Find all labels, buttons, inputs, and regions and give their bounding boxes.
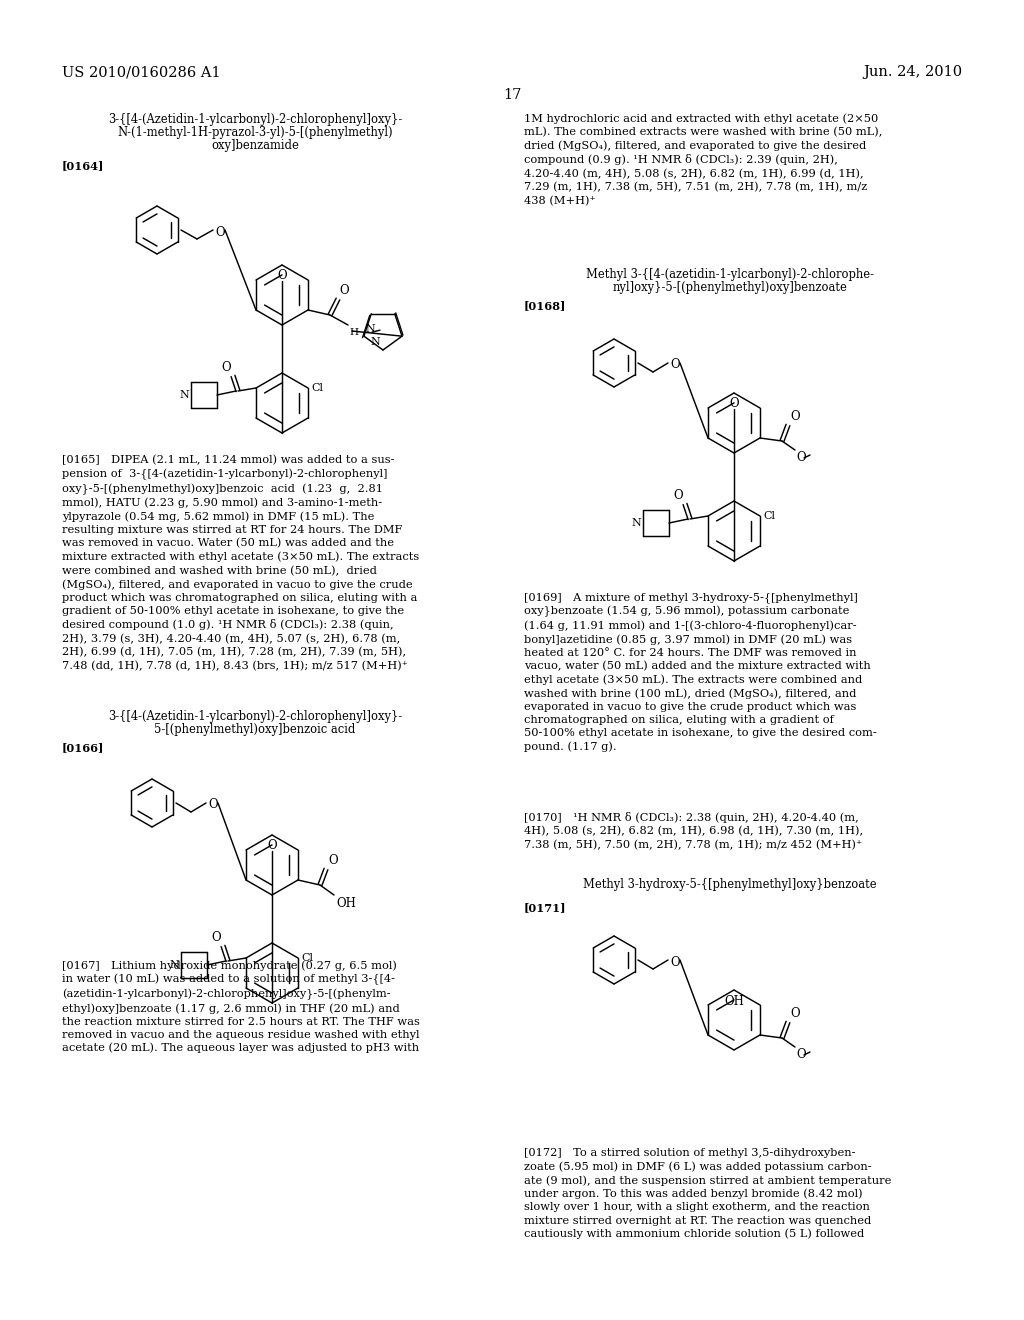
Text: Cl: Cl bbox=[311, 383, 323, 393]
Text: OH: OH bbox=[724, 995, 744, 1008]
Text: 3-{[4-(Azetidin-1-ylcarbonyl)-2-chlorophenyl]oxy}-: 3-{[4-(Azetidin-1-ylcarbonyl)-2-chloroph… bbox=[108, 710, 402, 723]
Text: O: O bbox=[790, 1007, 800, 1020]
Text: O: O bbox=[221, 360, 231, 374]
Text: [0169] A mixture of methyl 3-hydroxy-5-{[phenylmethyl]
oxy}benzoate (1.54 g, 5.9: [0169] A mixture of methyl 3-hydroxy-5-{… bbox=[524, 591, 877, 752]
Text: [0167] Lithium hydroxide monohydrate (0.27 g, 6.5 mol)
in water (10 mL) was adde: [0167] Lithium hydroxide monohydrate (0.… bbox=[62, 960, 420, 1053]
Text: N: N bbox=[169, 960, 179, 970]
Text: O: O bbox=[670, 956, 680, 969]
Text: N-(1-methyl-1H-pyrazol-3-yl)-5-[(phenylmethyl): N-(1-methyl-1H-pyrazol-3-yl)-5-[(phenylm… bbox=[117, 127, 393, 139]
Text: Cl: Cl bbox=[763, 511, 775, 521]
Text: 3-{[4-(Azetidin-1-ylcarbonyl)-2-chlorophenyl]oxy}-: 3-{[4-(Azetidin-1-ylcarbonyl)-2-chloroph… bbox=[108, 114, 402, 125]
Text: O: O bbox=[328, 854, 338, 867]
Text: O: O bbox=[215, 226, 224, 239]
Text: 17: 17 bbox=[503, 88, 521, 102]
Text: O: O bbox=[729, 397, 738, 411]
Text: O: O bbox=[208, 799, 218, 812]
Text: N: N bbox=[631, 517, 641, 528]
Text: O: O bbox=[267, 840, 276, 851]
Text: N: N bbox=[371, 337, 380, 347]
Text: O: O bbox=[278, 269, 287, 282]
Text: O: O bbox=[790, 411, 800, 422]
Text: Methyl 3-hydroxy-5-{[phenylmethyl]oxy}benzoate: Methyl 3-hydroxy-5-{[phenylmethyl]oxy}be… bbox=[584, 878, 877, 891]
Text: O: O bbox=[796, 1048, 806, 1061]
Text: N: N bbox=[179, 389, 189, 400]
Text: O: O bbox=[670, 359, 680, 371]
Text: [0170] ¹H NMR δ (CDCl₃): 2.38 (quin, 2H), 4.20-4.40 (m,
4H), 5.08 (s, 2H), 6.82 : [0170] ¹H NMR δ (CDCl₃): 2.38 (quin, 2H)… bbox=[524, 812, 863, 850]
Text: US 2010/0160286 A1: US 2010/0160286 A1 bbox=[62, 65, 220, 79]
Text: Cl: Cl bbox=[301, 953, 313, 964]
Text: OH: OH bbox=[336, 898, 356, 909]
Text: O: O bbox=[674, 488, 683, 502]
Text: [0164]: [0164] bbox=[62, 160, 104, 172]
Text: 5-[(phenylmethyl)oxy]benzoic acid: 5-[(phenylmethyl)oxy]benzoic acid bbox=[155, 723, 355, 737]
Text: 1M hydrochloric acid and extracted with ethyl acetate (2×50
mL). The combined ex: 1M hydrochloric acid and extracted with … bbox=[524, 114, 883, 206]
Text: N: N bbox=[366, 325, 376, 334]
Text: [0165] DIPEA (2.1 mL, 11.24 mmol) was added to a sus-
pension of  3-{[4-(azetidi: [0165] DIPEA (2.1 mL, 11.24 mmol) was ad… bbox=[62, 455, 419, 671]
Text: oxy]benzamide: oxy]benzamide bbox=[211, 140, 299, 152]
Text: Jun. 24, 2010: Jun. 24, 2010 bbox=[863, 65, 962, 79]
Text: H: H bbox=[349, 327, 358, 337]
Text: [0166]: [0166] bbox=[62, 742, 104, 752]
Text: Methyl 3-{[4-(azetidin-1-ylcarbonyl)-2-chlorophe-: Methyl 3-{[4-(azetidin-1-ylcarbonyl)-2-c… bbox=[586, 268, 874, 281]
Text: O: O bbox=[211, 931, 221, 944]
Text: O: O bbox=[339, 284, 348, 297]
Text: nyl]oxy}-5-[(phenylmethyl)oxy]benzoate: nyl]oxy}-5-[(phenylmethyl)oxy]benzoate bbox=[612, 281, 848, 294]
Text: [0171]: [0171] bbox=[524, 902, 566, 913]
Text: [0172] To a stirred solution of methyl 3,5-dihydroxyben-
zoate (5.95 mol) in DMF: [0172] To a stirred solution of methyl 3… bbox=[524, 1148, 891, 1239]
Text: [0168]: [0168] bbox=[524, 300, 566, 312]
Text: O: O bbox=[796, 451, 806, 465]
